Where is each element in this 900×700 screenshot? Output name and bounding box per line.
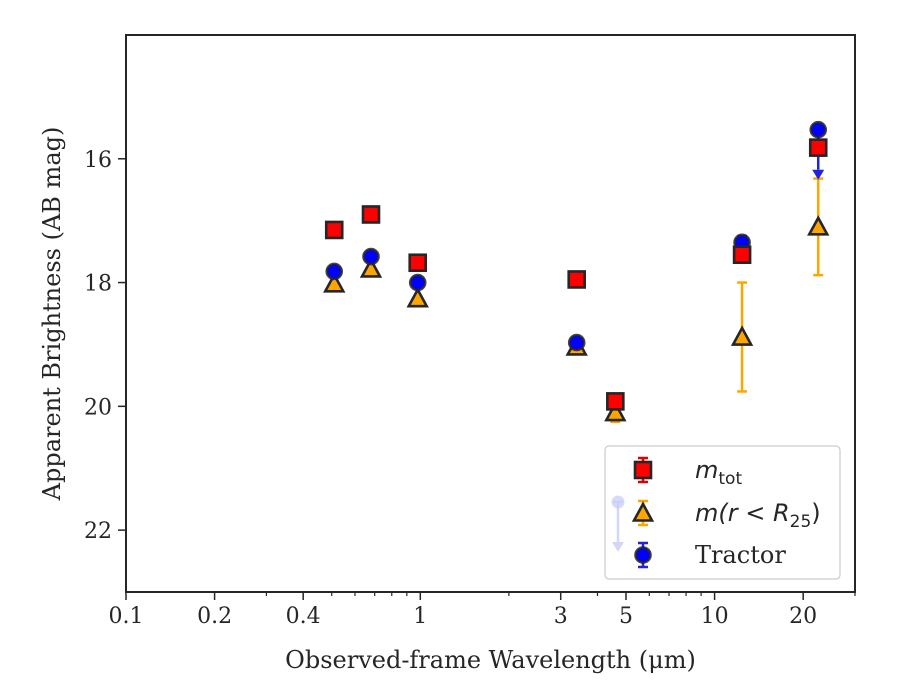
x-tick-label: 3 bbox=[554, 604, 568, 629]
legend-label-main: m(r < R bbox=[695, 499, 790, 527]
triangle-point bbox=[730, 325, 754, 346]
y-tick-label: 16 bbox=[84, 148, 112, 173]
legend-label-tail: ) bbox=[811, 499, 820, 527]
triangle-point bbox=[406, 286, 429, 308]
triangle-point bbox=[359, 257, 383, 278]
upper-limit-arrowhead bbox=[812, 169, 825, 180]
plot-frame bbox=[125, 34, 856, 593]
plot-data bbox=[323, 120, 830, 424]
legend-triangle-marker bbox=[631, 501, 655, 522]
square-point bbox=[808, 138, 828, 157]
legend-label-main: m bbox=[695, 456, 718, 484]
legend-square-label: mtot bbox=[695, 456, 742, 489]
y-tick-label: 18 bbox=[84, 272, 112, 297]
square-point bbox=[324, 220, 344, 240]
legend-circle-marker bbox=[634, 546, 652, 564]
legend-label-subscript: 25 bbox=[790, 512, 812, 532]
y-axis-label: Apparent Brightness (AB mag) bbox=[38, 127, 66, 502]
square-point bbox=[606, 392, 625, 411]
legend-faded-marker bbox=[611, 495, 625, 509]
legend-circle-label: Tractor bbox=[695, 541, 786, 569]
y-tick-label: 22 bbox=[84, 519, 112, 544]
square-point bbox=[408, 253, 428, 273]
legend-triangle-label: m(r < R25) bbox=[695, 499, 821, 532]
legend-label-subscript: tot bbox=[718, 469, 742, 489]
upper-limit-arrowhead bbox=[612, 542, 624, 552]
circle-point bbox=[408, 273, 427, 292]
legend-square-marker bbox=[633, 460, 653, 480]
circle-point bbox=[362, 247, 380, 266]
x-tick-label: 10 bbox=[701, 604, 729, 629]
x-tick-label: 0.2 bbox=[197, 604, 232, 629]
x-tick-label: 0.1 bbox=[109, 604, 144, 629]
x-tick-label: 1 bbox=[413, 604, 427, 629]
legend-frame bbox=[604, 445, 841, 580]
axes: 0.1 0.2 0.4 1 3 5 10 20 16 18 20 22 bbox=[84, 148, 856, 629]
x-axis-label: Observed-frame Wavelength (μm) bbox=[285, 646, 696, 674]
triangle-point bbox=[323, 272, 346, 293]
legend: mtot m(r < R25) Tractor bbox=[604, 445, 841, 580]
x-tick-label: 20 bbox=[789, 604, 817, 629]
triangle-point bbox=[604, 400, 627, 422]
y-tick-label: 20 bbox=[84, 395, 112, 420]
triangle-point bbox=[807, 215, 830, 236]
square-point bbox=[567, 270, 587, 289]
x-tick-label: 5 bbox=[619, 604, 633, 629]
x-tick-label: 0.4 bbox=[286, 604, 321, 629]
circle-point bbox=[567, 333, 586, 352]
square-point bbox=[361, 205, 381, 224]
square-point bbox=[732, 245, 752, 265]
circle-point bbox=[809, 120, 828, 139]
circle-point bbox=[325, 262, 344, 281]
